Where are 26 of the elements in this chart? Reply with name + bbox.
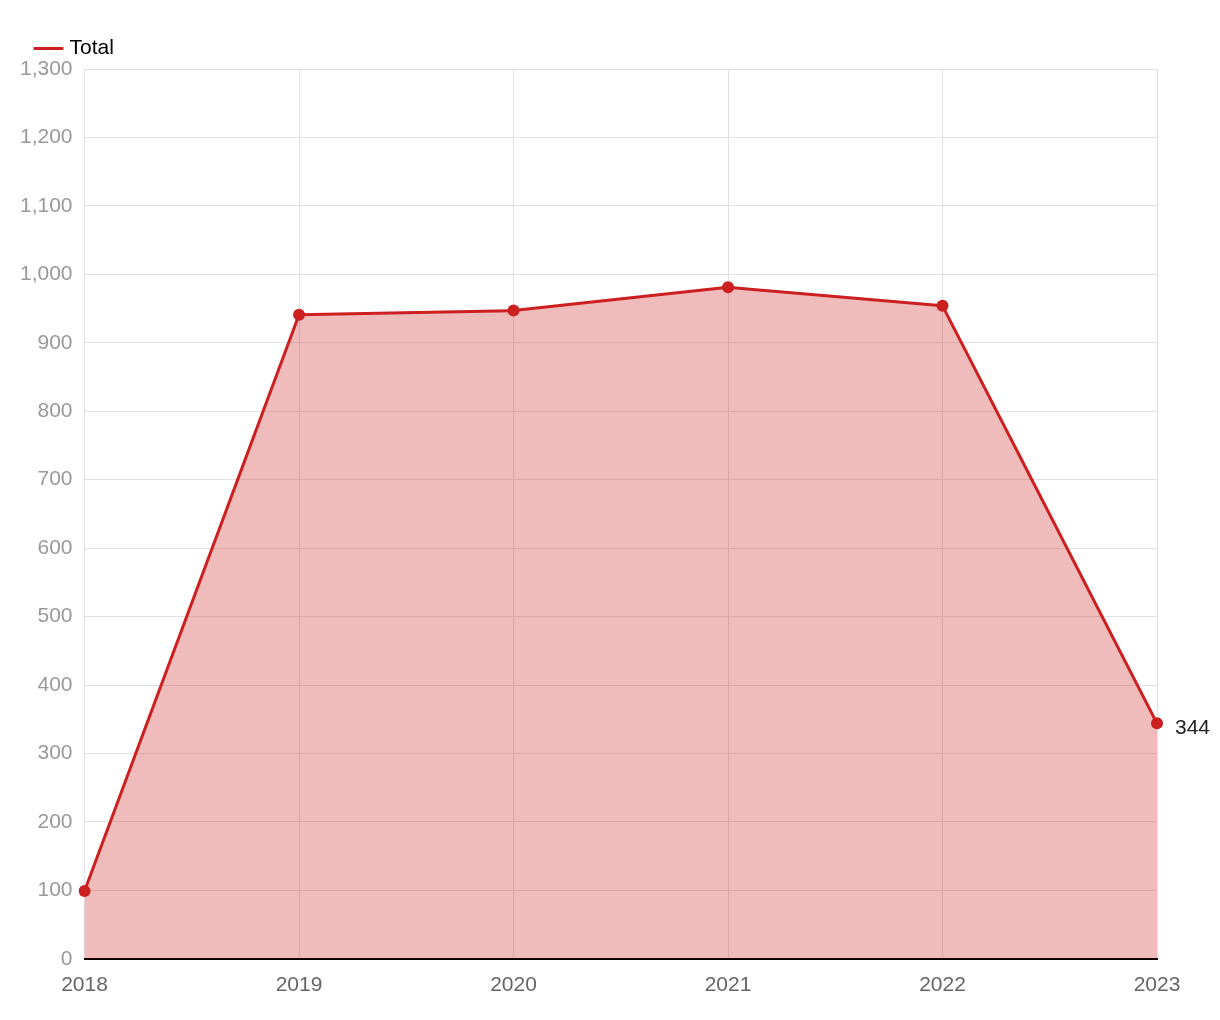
y-tick-label: 500 (37, 603, 73, 627)
point (507, 304, 520, 317)
point (293, 308, 306, 321)
x-tick-label: 2022 (919, 972, 966, 996)
y-tick-label: 200 (37, 808, 73, 832)
y-tick-label: 700 (37, 466, 73, 490)
y-tick-label: 300 (37, 740, 73, 764)
x-tick-label: 2023 (1133, 972, 1181, 996)
y-tick-label: 1,000 (19, 261, 73, 285)
data-label: 344 (1175, 715, 1211, 739)
point (722, 281, 735, 294)
y-tick-label: 1,100 (19, 192, 73, 216)
y-tick-label: 1,200 (19, 124, 73, 148)
y-tick-label: 400 (37, 671, 73, 695)
y-tick-label: 800 (37, 398, 73, 422)
y-tick-label: 0 (60, 945, 73, 969)
point (78, 885, 91, 898)
y-tick-label: 600 (37, 534, 73, 558)
point (1151, 717, 1163, 730)
point (936, 299, 949, 312)
x-tick-label: 2020 (490, 972, 537, 996)
x-tick-label: 2021 (704, 972, 752, 996)
y-tick-label: 100 (37, 877, 73, 901)
x-tick-label: 2018 (61, 972, 108, 996)
x-tick-label: 2019 (275, 972, 323, 996)
y-tick-label: 900 (37, 329, 73, 353)
